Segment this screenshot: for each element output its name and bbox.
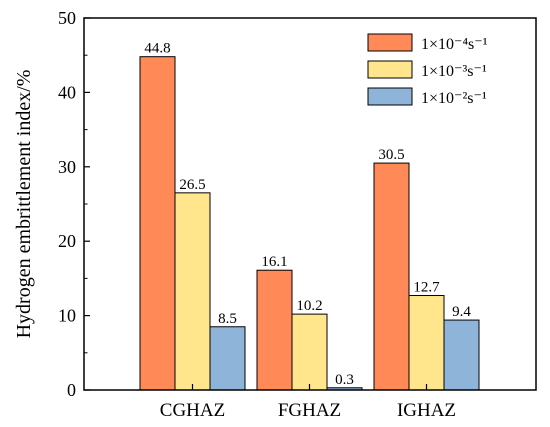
legend-label: 1×10⁻⁴s⁻¹	[421, 36, 488, 53]
bar	[373, 162, 410, 391]
x-category-label: FGHAZ	[278, 400, 341, 421]
data-label: 30.5	[378, 147, 404, 163]
legend-swatch	[367, 87, 413, 106]
legend: 1×10⁻⁴s⁻¹ 1×10⁻³s⁻¹ 1×10⁻²s⁻¹	[367, 33, 488, 107]
x-category-label: IGHAZ	[397, 400, 456, 421]
y-tick-label: 30	[58, 157, 76, 177]
y-tick-label: 0	[67, 380, 76, 400]
bars-layer	[139, 56, 480, 391]
bar	[174, 192, 211, 391]
bar	[408, 295, 445, 391]
bar	[291, 313, 328, 391]
data-label: 26.5	[179, 177, 205, 193]
bar	[209, 326, 246, 391]
bar	[443, 319, 480, 391]
data-label: 8.5	[218, 311, 237, 327]
x-category-label: CGHAZ	[160, 400, 225, 421]
y-axis-label: Hydrogen embrittlement index/%	[13, 70, 35, 339]
y-tick-label: 10	[58, 306, 76, 326]
legend-swatch	[367, 60, 413, 79]
data-label: 12.7	[413, 280, 440, 296]
bar	[256, 269, 293, 391]
bar	[139, 56, 176, 391]
y-axis-ticks: 0 10 20 30 40 50	[58, 8, 90, 400]
legend-label: 1×10⁻²s⁻¹	[421, 90, 487, 107]
data-label: 44.8	[144, 41, 170, 57]
data-label: 9.4	[452, 304, 471, 320]
y-tick-label: 20	[58, 231, 76, 251]
data-label: 16.1	[261, 254, 287, 270]
data-label: 0.3	[335, 372, 354, 388]
x-axis-categories: CGHAZ FGHAZ IGHAZ	[160, 384, 456, 421]
y-tick-label: 40	[58, 82, 76, 102]
data-labels-layer: 44.8 26.5 8.5 16.1 10.2 0.3 30.5 12.7 9.4	[144, 41, 471, 388]
y-tick-label: 50	[58, 8, 76, 28]
legend-label: 1×10⁻³s⁻¹	[421, 63, 487, 80]
legend-swatch	[367, 33, 413, 52]
data-label: 10.2	[296, 298, 322, 314]
